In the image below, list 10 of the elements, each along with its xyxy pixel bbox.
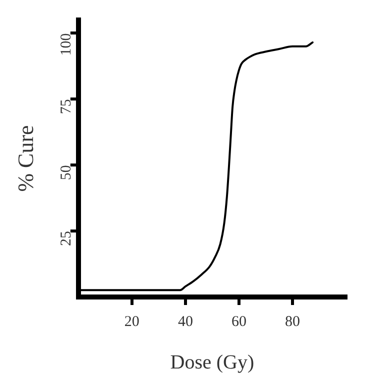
y-tick-label: 100 — [58, 33, 74, 56]
x-tick-label: 40 — [178, 314, 193, 330]
x-tick-label: 80 — [284, 314, 300, 330]
x-axis-title: Dose (Gy) — [170, 351, 254, 374]
y-tick-label: 50 — [58, 165, 74, 180]
y-tick-label: 75 — [58, 99, 74, 114]
x-tick-label: 20 — [124, 314, 140, 330]
y-axis-title: % Cure — [12, 125, 38, 192]
x-tick-label: 60 — [231, 314, 246, 330]
y-tick-label: 25 — [58, 231, 74, 246]
